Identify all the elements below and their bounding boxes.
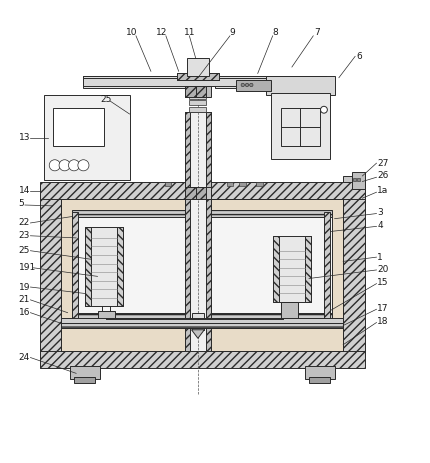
Bar: [191, 313, 204, 330]
Text: 24: 24: [18, 353, 30, 362]
Bar: [357, 178, 360, 181]
Bar: [177, 74, 219, 80]
Text: 17: 17: [378, 304, 389, 313]
Bar: [343, 185, 365, 356]
Bar: [185, 187, 196, 200]
Bar: [185, 86, 196, 97]
Bar: [237, 80, 270, 91]
Bar: [353, 178, 356, 181]
Bar: [324, 212, 330, 319]
Bar: [85, 227, 123, 306]
Bar: [72, 210, 332, 217]
Bar: [40, 185, 61, 356]
Bar: [189, 100, 206, 106]
Text: 21: 21: [18, 295, 30, 304]
Text: 3: 3: [378, 208, 383, 217]
Bar: [98, 311, 115, 319]
Bar: [309, 377, 330, 383]
Bar: [343, 176, 360, 182]
Bar: [187, 58, 209, 75]
Bar: [227, 182, 233, 186]
Bar: [83, 75, 326, 86]
Text: 18: 18: [378, 317, 389, 325]
Bar: [165, 182, 172, 186]
Bar: [72, 212, 332, 319]
Text: 23: 23: [18, 232, 30, 240]
Text: 22: 22: [18, 219, 30, 227]
Bar: [83, 78, 326, 86]
Text: 8: 8: [272, 28, 278, 38]
Polygon shape: [191, 330, 204, 338]
Bar: [177, 74, 219, 80]
Text: 9: 9: [229, 28, 235, 38]
Bar: [61, 323, 343, 328]
Text: 5: 5: [18, 199, 24, 208]
Bar: [270, 93, 330, 159]
Text: 10: 10: [126, 28, 138, 38]
Bar: [61, 318, 343, 328]
Text: 25: 25: [100, 94, 112, 104]
Text: 26: 26: [378, 171, 389, 181]
Bar: [196, 187, 206, 200]
Bar: [83, 75, 189, 88]
Bar: [72, 212, 78, 319]
Circle shape: [49, 160, 60, 171]
Bar: [74, 377, 95, 383]
Bar: [273, 236, 311, 302]
Bar: [185, 112, 211, 351]
Text: 1a: 1a: [378, 187, 389, 195]
Bar: [52, 107, 104, 146]
Text: 13: 13: [18, 133, 30, 142]
Circle shape: [320, 106, 327, 113]
Bar: [189, 88, 206, 93]
Bar: [40, 182, 365, 200]
Circle shape: [78, 160, 89, 171]
Text: 15: 15: [378, 278, 389, 287]
Circle shape: [249, 83, 253, 87]
Bar: [196, 86, 206, 97]
Text: 16: 16: [18, 308, 30, 317]
Text: 191: 191: [18, 263, 36, 272]
Text: 12: 12: [156, 28, 167, 38]
Text: 27: 27: [378, 159, 389, 168]
Bar: [185, 187, 211, 200]
Bar: [61, 200, 343, 351]
Text: 7: 7: [315, 28, 320, 38]
Circle shape: [246, 83, 249, 87]
Text: 1: 1: [378, 253, 383, 262]
Bar: [266, 75, 335, 95]
Bar: [305, 366, 335, 379]
Circle shape: [68, 160, 80, 171]
Bar: [70, 366, 100, 379]
Text: 25: 25: [18, 246, 30, 255]
Bar: [185, 112, 190, 351]
Bar: [206, 112, 211, 351]
Text: 20: 20: [378, 265, 389, 275]
Bar: [281, 302, 298, 319]
Text: 14: 14: [18, 187, 30, 195]
Bar: [189, 94, 206, 99]
Bar: [281, 107, 319, 146]
Text: 11: 11: [184, 28, 195, 38]
Bar: [72, 313, 332, 319]
Bar: [240, 182, 246, 186]
Bar: [85, 227, 91, 306]
Bar: [44, 95, 129, 180]
Bar: [185, 86, 211, 97]
Bar: [117, 227, 123, 306]
Circle shape: [241, 83, 245, 87]
Bar: [256, 182, 263, 186]
Bar: [305, 236, 311, 302]
Text: 19: 19: [18, 282, 30, 292]
Circle shape: [59, 160, 70, 171]
Text: 6: 6: [356, 52, 362, 61]
Bar: [189, 107, 206, 112]
Bar: [40, 351, 365, 368]
Text: 4: 4: [378, 220, 383, 230]
Bar: [273, 236, 279, 302]
Bar: [352, 172, 365, 189]
Bar: [215, 75, 326, 88]
